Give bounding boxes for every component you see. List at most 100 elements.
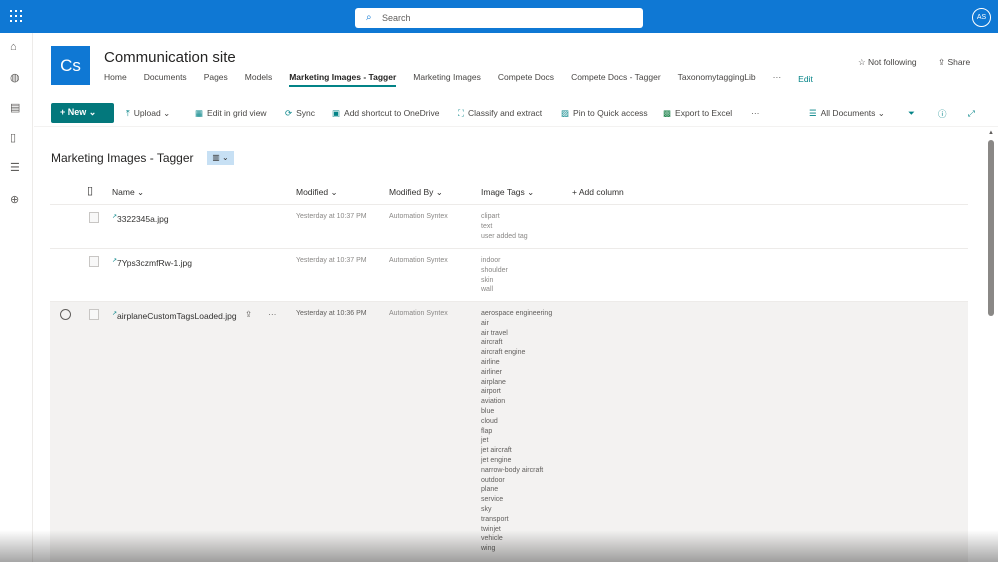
image-tags-value: indoor shoulder skin wall [481, 257, 508, 294]
add-shortcut-button[interactable]: ▣ Add shortcut to OneDrive [332, 108, 439, 119]
classify-button[interactable]: ⛶ Classify and extract [458, 108, 542, 119]
nav-taxonomytagginglib[interactable]: TaxonomytaggingLib [677, 72, 756, 82]
file-name[interactable]: ↗airplaneCustomTagsLoaded.jpg [112, 310, 237, 321]
nav-marketing-images[interactable]: Marketing Images [413, 72, 481, 82]
info-icon[interactable]: ⓘ [938, 109, 947, 119]
file-name-text: 7Yps3czmfRw-1.jpg [117, 257, 192, 268]
table-row[interactable]: ↗7Yps3czmfRw-1.jpg Yesterday at 10:37 PM… [50, 249, 968, 302]
add-column-label: Add column [578, 187, 624, 197]
pin-icon: ▨ [561, 108, 570, 118]
scroll-up-arrow[interactable]: ▲ [988, 130, 994, 136]
list-icon[interactable]: ☰ [10, 162, 20, 174]
follow-label: Not following [867, 57, 917, 67]
nav-documents[interactable]: Documents [143, 72, 187, 82]
view-label: All Documents [820, 108, 876, 118]
nav-compete-docs[interactable]: Compete Docs [497, 72, 555, 82]
modified-by-value: Automation Syntex [389, 213, 448, 220]
filter-icon[interactable]: ⏷ [908, 108, 915, 118]
app-launcher-icon[interactable] [10, 10, 22, 22]
nav-edit[interactable]: Edit [798, 74, 813, 84]
sync-button[interactable]: ⟳ Sync [285, 108, 315, 119]
share-label: Share [947, 57, 971, 67]
modified-value: Yesterday at 10:37 PM [296, 257, 367, 264]
view-selector[interactable]: ☰ All Documents ⌄ [809, 108, 885, 118]
command-bar [34, 98, 998, 127]
upload-button[interactable]: ⤒ Upload ⌄ [126, 108, 171, 118]
avatar[interactable]: AS [972, 8, 991, 27]
search-input[interactable]: ⌕ Search [355, 8, 643, 28]
shortcut-label: Add shortcut to OneDrive [344, 108, 440, 118]
home-icon[interactable]: ⌂ [10, 41, 17, 53]
upload-label: Upload [133, 108, 161, 118]
column-name-label: Name [112, 187, 135, 197]
new-label: New [67, 107, 87, 117]
share-button[interactable]: ⇪ Share [938, 57, 970, 68]
file-name-text: 3322345a.jpg [117, 213, 169, 224]
file-type-icon: ▯ [87, 185, 94, 197]
site-logo: Cs [51, 46, 90, 85]
image-file-icon [89, 212, 99, 223]
modified-by-value: Automation Syntex [389, 257, 448, 264]
column-modified-by-label: Modified By [389, 187, 434, 197]
add-circle-icon[interactable]: ⊕ [10, 194, 20, 206]
file-name[interactable]: ↗3322345a.jpg [112, 213, 169, 224]
image-file-icon [89, 309, 99, 320]
nav-home[interactable]: Home [104, 72, 127, 82]
star-icon: ☆ [858, 57, 868, 67]
column-modified[interactable]: Modified ⌄ [296, 187, 338, 197]
nav-compete-docs-tagger[interactable]: Compete Docs - Tagger [571, 72, 661, 82]
image-tags-value: clipart text user added tag [481, 213, 528, 240]
header-divider [50, 204, 968, 205]
pin-button[interactable]: ▨ Pin to Quick access [561, 108, 648, 119]
sync-label: Sync [296, 108, 316, 118]
nav-pages[interactable]: Pages [203, 72, 228, 82]
image-tags-value: aerospace engineering air air travel air… [481, 310, 553, 552]
grid-icon: ▦ [195, 108, 204, 118]
export-excel-button[interactable]: ▩ Export to Excel [663, 108, 732, 119]
suite-header: ⌕ Search AS [0, 0, 998, 33]
table-row[interactable]: ↗3322345a.jpg Yesterday at 10:37 PM Auto… [50, 205, 968, 249]
view-icon: ☰ [809, 108, 817, 118]
row-select-radio[interactable] [60, 309, 71, 320]
classify-label: Classify and extract [467, 108, 543, 118]
expand-icon[interactable]: ⤢ [968, 108, 975, 118]
page-icon[interactable]: ▯ [10, 132, 17, 144]
app-bar: ⌂ ◍ ▤ ▯ ☰ ⊕ [0, 33, 33, 562]
classify-icon: ⛶ [458, 108, 464, 118]
image-file-icon [89, 256, 99, 267]
modified-by-value: Automation Syntex [389, 310, 448, 317]
column-modified-label: Modified [296, 187, 329, 197]
more-actions-icon[interactable]: ··· [268, 309, 277, 319]
file-name-text: airplaneCustomTagsLoaded.jpg [117, 310, 237, 321]
sync-icon: ⟳ [285, 108, 293, 118]
new-button[interactable]: + New ⌄ [51, 103, 114, 123]
nav-more[interactable]: ··· [772, 72, 782, 82]
column-image-tags-label: Image Tags [481, 187, 525, 197]
library-view-switch[interactable]: ▥ ⌄ [207, 151, 234, 165]
modified-value: Yesterday at 10:36 PM [296, 310, 367, 317]
follow-button[interactable]: ☆ Not following [858, 57, 917, 68]
excel-icon: ▩ [663, 108, 672, 118]
file-name[interactable]: ↗7Yps3czmfRw-1.jpg [112, 257, 192, 268]
library-title: Marketing Images - Tagger [51, 151, 194, 165]
grid-label: Edit in grid view [207, 108, 267, 118]
upload-icon: ⤒ [126, 108, 130, 118]
site-nav: Home Documents Pages Models Marketing Im… [104, 72, 813, 87]
column-name[interactable]: Name ⌄ [112, 187, 145, 197]
grid-view-button[interactable]: ▦ Edit in grid view [195, 108, 267, 119]
site-title[interactable]: Communication site [104, 49, 236, 66]
scrollbar-thumb[interactable] [988, 140, 994, 316]
share-icon[interactable]: ⇪ [245, 309, 253, 319]
news-icon[interactable]: ▤ [10, 102, 21, 114]
more-commands-button[interactable]: ··· [751, 108, 760, 118]
column-image-tags[interactable]: Image Tags ⌄ [481, 187, 535, 197]
pin-label: Pin to Quick access [573, 108, 648, 118]
add-column-button[interactable]: + Add column [572, 187, 624, 197]
video-vignette [0, 530, 998, 562]
column-modified-by[interactable]: Modified By ⌄ [389, 187, 443, 197]
search-placeholder: Search [382, 13, 411, 23]
globe-icon[interactable]: ◍ [10, 72, 20, 84]
nav-marketing-images-tagger[interactable]: Marketing Images - Tagger [289, 72, 397, 87]
nav-models[interactable]: Models [244, 72, 273, 82]
table-row[interactable]: ↗airplaneCustomTagsLoaded.jpg ⇪ ··· Yest… [50, 302, 968, 562]
